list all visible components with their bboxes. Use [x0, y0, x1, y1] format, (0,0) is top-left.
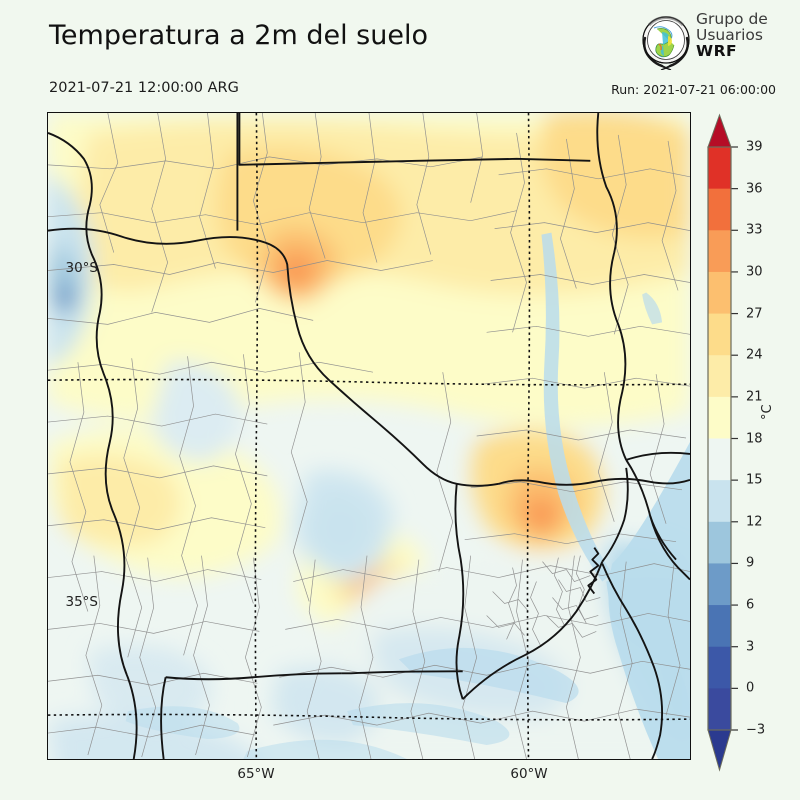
x-tick-label-60w: 60°W [510, 766, 548, 782]
colorbar-band [708, 147, 731, 190]
colorbar-tick-label: 30 [746, 264, 763, 280]
colorbar-tick-label: 18 [746, 431, 763, 446]
colorbar-tick-label: 0 [746, 680, 755, 696]
x-tick-label-65w: 65°W [237, 766, 275, 782]
colorbar-band [708, 230, 731, 273]
colorbar-tick-label: 12 [746, 514, 763, 530]
colorbar-tick-label: 39 [746, 139, 763, 155]
colorbar-band [708, 646, 731, 689]
colorbar-tick-label: 21 [746, 389, 763, 405]
colorbar: 39 36 33 30 27 24 21 18 15 12 9 6 3 0 −3 °C [700, 108, 800, 773]
colorbar-gradient [707, 113, 738, 772]
colorbar-tick-label: 9 [746, 555, 755, 571]
colorbar-band [708, 605, 731, 648]
y-tick-label-30s: 30°S [65, 260, 99, 276]
colorbar-tick-label: 36 [746, 181, 763, 197]
map-plot-area [47, 112, 691, 760]
colorbar-band [708, 480, 731, 523]
colorbar-tick-label: 27 [746, 306, 763, 322]
colorbar-band [708, 313, 731, 356]
colorbar-band [708, 355, 731, 398]
logo-line-3: WRF [696, 41, 738, 60]
colorbar-tick-label: 3 [746, 639, 755, 655]
colorbar-band [708, 271, 731, 315]
run-time-label: Run: 2021-07-21 06:00:00 [611, 82, 776, 97]
colorbar-band [708, 688, 731, 731]
colorbar-band [708, 396, 731, 440]
colorbar-band [708, 188, 731, 231]
temperature-field-canvas [48, 113, 690, 759]
colorbar-tick-label: 24 [746, 347, 763, 363]
colorbar-tick-label: 33 [746, 222, 763, 238]
colorbar-unit-label: °C [760, 404, 775, 420]
valid-time-label: 2021-07-21 12:00:00 ARG [49, 80, 239, 96]
colorbar-tick-label: 15 [746, 472, 763, 488]
wrf-globe-emblem-icon [642, 16, 690, 70]
colorbar-tick-label: 6 [746, 597, 755, 613]
y-tick-label-35s: 35°S [65, 594, 99, 610]
colorbar-band [708, 521, 731, 565]
logo-line-2: Usuarios [696, 25, 763, 44]
wrf-user-group-logo: Grupo de Usuarios WRF [640, 10, 790, 72]
colorbar-tick-label: −3 [746, 722, 766, 738]
logo-line-1: Grupo de [696, 10, 768, 28]
colorbar-band [708, 563, 731, 606]
colorbar-band [708, 438, 731, 481]
page-title: Temperatura a 2m del suelo [49, 20, 428, 51]
